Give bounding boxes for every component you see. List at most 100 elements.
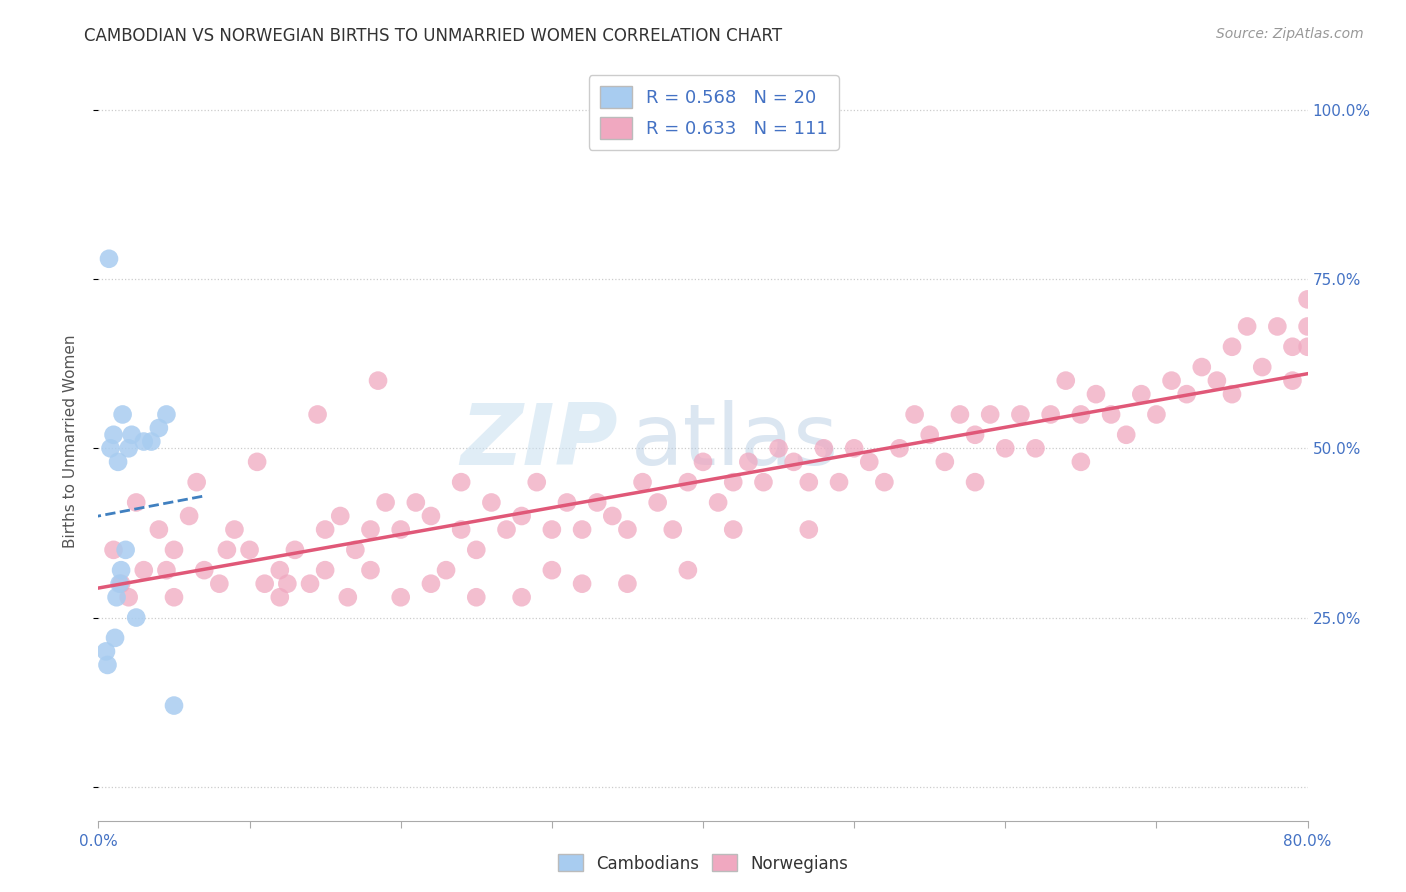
Point [132,563,155,577]
Point [783,455,806,469]
Point [813,442,835,456]
Text: atlas: atlas [630,400,838,483]
Point [276,576,298,591]
Point [420,576,443,591]
Point [111,408,134,422]
Point [96,657,118,672]
Point [148,523,170,537]
Point [193,563,215,577]
Point [374,495,396,509]
Point [1251,360,1274,375]
Point [965,427,987,442]
Point [269,591,291,605]
Point [979,408,1001,422]
Point [253,576,276,591]
Point [797,475,820,490]
Point [405,495,427,509]
Point [389,591,412,605]
Point [125,610,148,624]
Point [307,408,329,422]
Text: 0.0%: 0.0% [79,834,118,849]
Text: Source: ZipAtlas.com: Source: ZipAtlas.com [1216,27,1364,41]
Text: ZIP: ZIP [461,400,619,483]
Point [858,455,880,469]
Point [360,563,382,577]
Point [269,563,291,577]
Text: 80.0%: 80.0% [1284,834,1331,849]
Point [510,508,533,523]
Point [1039,408,1062,422]
Point [94,644,117,658]
Point [647,495,669,509]
Point [1296,293,1319,307]
Point [344,542,367,557]
Point [1267,319,1289,334]
Point [1099,408,1122,422]
Point [163,591,186,605]
Point [586,495,609,509]
Point [994,442,1017,456]
Point [526,475,548,490]
Point [215,542,238,557]
Point [918,427,941,442]
Point [1146,408,1168,422]
Point [100,442,122,456]
Point [314,563,336,577]
Point [1054,374,1077,388]
Point [118,591,141,605]
Point [299,576,322,591]
Point [186,475,208,490]
Point [555,495,578,509]
Point [208,576,231,591]
Point [1130,387,1153,401]
Point [707,495,730,509]
Legend: R = 0.568   N = 20, R = 0.633   N = 111: R = 0.568 N = 20, R = 0.633 N = 111 [589,75,839,150]
Point [873,475,896,490]
Point [105,591,128,605]
Point [1220,340,1243,354]
Point [163,698,186,713]
Point [510,591,533,605]
Point [495,523,517,537]
Point [631,475,654,490]
Point [284,542,307,557]
Point [155,408,177,422]
Point [360,523,382,537]
Point [540,563,562,577]
Point [1010,408,1032,422]
Point [797,523,820,537]
Point [904,408,927,422]
Point [1115,427,1137,442]
Point [389,523,412,537]
Point [336,591,359,605]
Point [1236,319,1258,334]
Point [1296,319,1319,334]
Point [602,508,624,523]
Point [481,495,503,509]
Point [571,523,593,537]
Point [103,542,125,557]
Point [110,576,132,591]
Point [540,523,562,537]
Point [239,542,262,557]
Point [98,252,121,266]
Point [103,427,125,442]
Point [329,508,352,523]
Point [108,576,131,591]
Point [110,563,132,577]
Y-axis label: Births to Unmarried Women: Births to Unmarried Women [63,334,77,549]
Point [1281,374,1303,388]
Point [148,421,170,435]
Point [114,542,136,557]
Point [1175,387,1198,401]
Point [949,408,972,422]
Point [125,495,148,509]
Point [107,455,129,469]
Point [420,508,443,523]
Point [676,475,699,490]
Point [692,455,714,469]
Legend: Cambodians, Norwegians: Cambodians, Norwegians [551,847,855,880]
Point [465,542,488,557]
Point [246,455,269,469]
Point [737,455,759,469]
